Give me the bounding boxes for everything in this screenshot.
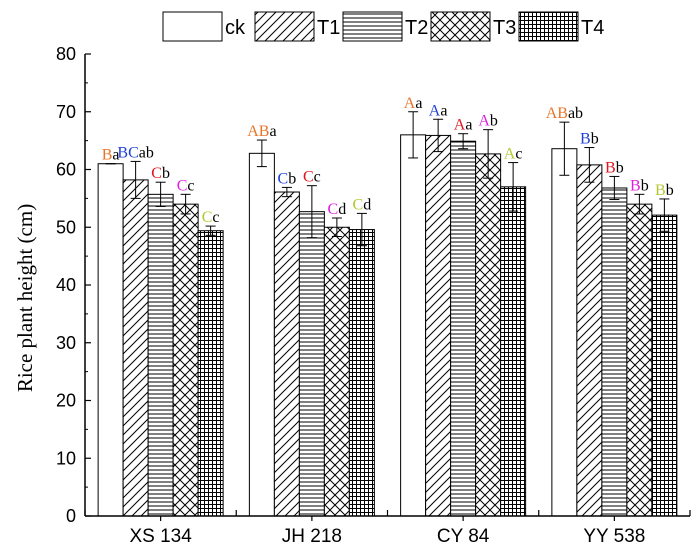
y-tick-label: 0 [66, 506, 76, 526]
legend-swatch [254, 11, 315, 42]
legend-item-T1: T1 [254, 11, 340, 42]
error-bar [634, 193, 645, 215]
bar-T2-CY84 [450, 140, 477, 517]
error-bar [408, 111, 419, 159]
bar-T4-CY84 [500, 186, 527, 517]
significance-label: Bb [630, 177, 649, 194]
legend-label: T1 [317, 17, 340, 39]
error-bar [508, 162, 519, 212]
legend-label: T2 [405, 17, 428, 39]
bar-T4-YY538 [651, 214, 678, 517]
bar-T1-CY84 [425, 134, 452, 517]
bar-T4-JH218 [348, 229, 375, 517]
significance-label: Ba [102, 147, 120, 164]
error-bar [130, 160, 141, 199]
x-tick-label: CY 84 [437, 526, 490, 547]
significance-label: BCab [117, 144, 153, 161]
significance-label: Cc [303, 169, 321, 186]
x-tick-label: XS 134 [129, 526, 192, 547]
error-bar [483, 129, 494, 179]
bar-T4-XS134 [197, 230, 224, 517]
bar-T1-YY538 [576, 164, 603, 517]
y-tick-label: 20 [56, 391, 76, 411]
error-bar [356, 212, 367, 247]
bar-T3-XS134 [172, 203, 199, 517]
error-bar [458, 133, 469, 150]
y-tick-label: 10 [56, 448, 76, 468]
significance-label: Cc [177, 177, 195, 194]
y-tick-label: 70 [56, 102, 76, 122]
significance-label: Cb [278, 170, 297, 187]
legend-item-ck: ck [162, 11, 246, 42]
error-bar [180, 193, 191, 215]
error-bar [256, 139, 267, 168]
bar-ck-XS134 [97, 163, 124, 517]
significance-label: ABa [247, 123, 276, 140]
significance-label: Ab [478, 113, 498, 130]
y-tick-label: 60 [56, 160, 76, 180]
bar-ck-JH218 [248, 152, 275, 517]
bar-ck-CY84 [400, 134, 427, 517]
significance-label: Cb [151, 165, 170, 182]
significance-label: Cd [328, 201, 347, 218]
error-bar [155, 181, 166, 207]
significance-label: Aa [429, 102, 448, 119]
error-bar [609, 175, 620, 201]
legend-label: T4 [581, 17, 604, 39]
significance-label: Bb [655, 182, 674, 199]
legend-label: T3 [493, 17, 516, 39]
error-bar [331, 217, 342, 237]
x-tick-label: YY 538 [583, 526, 645, 547]
bar-T3-JH218 [323, 226, 350, 517]
legend-item-T3: T3 [430, 11, 516, 42]
error-bar [205, 225, 216, 236]
bar-T3-YY538 [626, 203, 653, 517]
legend-item-T4: T4 [518, 11, 604, 42]
significance-label: Aa [404, 95, 423, 112]
significance-label: Bb [605, 159, 624, 176]
legend-label: ck [225, 17, 246, 39]
y-tick-label: 50 [56, 217, 76, 237]
legend-swatch [430, 11, 491, 42]
significance-label: Cd [353, 196, 372, 213]
significance-label: Ac [504, 146, 523, 163]
bar-T2-JH218 [298, 211, 325, 517]
bar-T2-YY538 [601, 187, 628, 517]
bar-ck-YY538 [551, 148, 578, 517]
bar-T1-XS134 [122, 179, 149, 517]
error-bar [281, 186, 292, 198]
legend-swatch [342, 11, 403, 42]
significance-label: Bb [580, 131, 599, 148]
error-bar [559, 121, 570, 176]
legend-item-T2: T2 [342, 11, 428, 42]
y-tick-label: 80 [56, 44, 76, 64]
bar-T1-JH218 [273, 191, 300, 517]
error-bar [584, 147, 595, 183]
y-tick-label: 30 [56, 333, 76, 353]
error-bar [659, 198, 670, 232]
x-tick-label: JH 218 [282, 526, 342, 547]
legend-swatch [518, 11, 579, 42]
axes: XS 134 JH 218 CY 84 YY 538 0 10 20 30 40 50 60 70 80 [56, 44, 691, 547]
y-axis-title: Rice plant height (cm) [13, 204, 37, 392]
significance-label: Aa [454, 117, 473, 134]
bar-T2-XS134 [147, 193, 174, 517]
significance-label: ABab [546, 105, 583, 122]
legend: ck T1 T2 T3 T4 [162, 11, 604, 42]
legend-swatch [162, 11, 223, 42]
error-bar [306, 185, 317, 239]
bar-T3-CY84 [475, 153, 502, 517]
y-tick-label: 40 [56, 275, 76, 295]
significance-label: Cc [202, 209, 220, 226]
error-bar [433, 118, 444, 153]
